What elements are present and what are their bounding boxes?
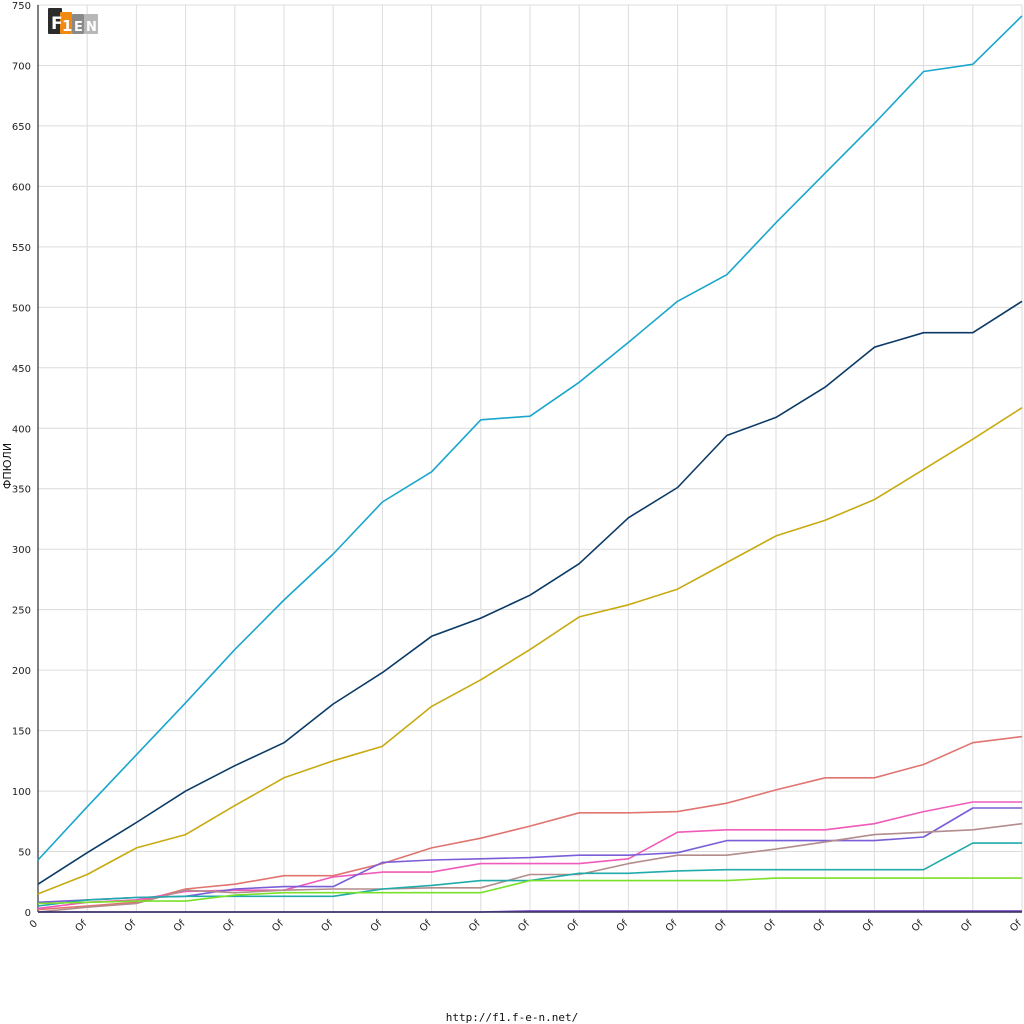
y-tick-label: 750 [12,1,31,12]
x-tick-label: Of [516,918,532,934]
x-tick-label: 0 [28,918,40,930]
series-line-3 [37,407,1023,895]
series-group [37,15,1023,913]
logo-letter: F [51,14,63,34]
x-tick-label: Of [172,918,188,934]
logo-letter: 1 [62,17,72,35]
y-tick-label: 350 [12,485,31,496]
x-tick-label: Of [123,918,139,934]
x-tick-label: Of [811,918,827,934]
x-tick-label: Of [713,918,729,934]
series-line-6 [37,807,1022,904]
y-tick-label: 150 [12,727,31,738]
x-tick-label: Of [1008,918,1024,934]
y-tick-label: 0 [25,908,31,919]
y-tick-label: 100 [12,787,31,798]
y-tick-label: 450 [12,364,31,375]
x-tick-label: Of [467,918,483,934]
y-tick-label: 700 [12,61,31,72]
y-tick-label: 250 [12,606,31,617]
x-tick-label: Of [615,918,631,934]
x-tick-label: Of [369,918,385,934]
x-tick-label: Of [910,918,926,934]
y-tick-label: 600 [12,182,31,193]
x-tick-label: Of [270,918,286,934]
x-tick-label: Of [319,918,335,934]
x-tick-label: Of [762,918,778,934]
series-line-9 [37,877,1022,905]
x-tick-label: Of [73,918,89,934]
tick-labels: 0 50 100 150 200 250 300 350 400 450 500 550 600 650 7… [12,1,1024,934]
series-line-7 [37,822,1023,913]
grid [37,4,1023,913]
series-line-4 [37,735,1023,911]
y-tick-label: 200 [12,666,31,677]
x-tick-label: Of [664,918,680,934]
logo-letter: N [86,20,97,35]
x-tick-label: Of [565,918,581,934]
f1en-logo: F 1 E N [48,8,98,35]
y-tick-label: 300 [12,545,31,556]
logo-letter: E [74,20,83,35]
x-tick-label: Of [221,918,237,934]
x-tick-label: Of [861,918,877,934]
x-tick-label: Of [959,918,975,934]
series-line-2 [37,300,1023,885]
y-tick-label: 50 [18,848,31,859]
y-tick-label: 500 [12,303,31,314]
y-axis-label: ФПЮЛИ [1,443,14,489]
y-tick-label: 550 [12,243,31,254]
x-tick-label: Of [418,918,434,934]
footer-url: http://f1.f-e-n.net/ [445,1011,579,1024]
y-tick-label: 650 [12,122,31,133]
series-line-1 [37,15,1023,861]
y-tick-label: 400 [12,424,31,435]
